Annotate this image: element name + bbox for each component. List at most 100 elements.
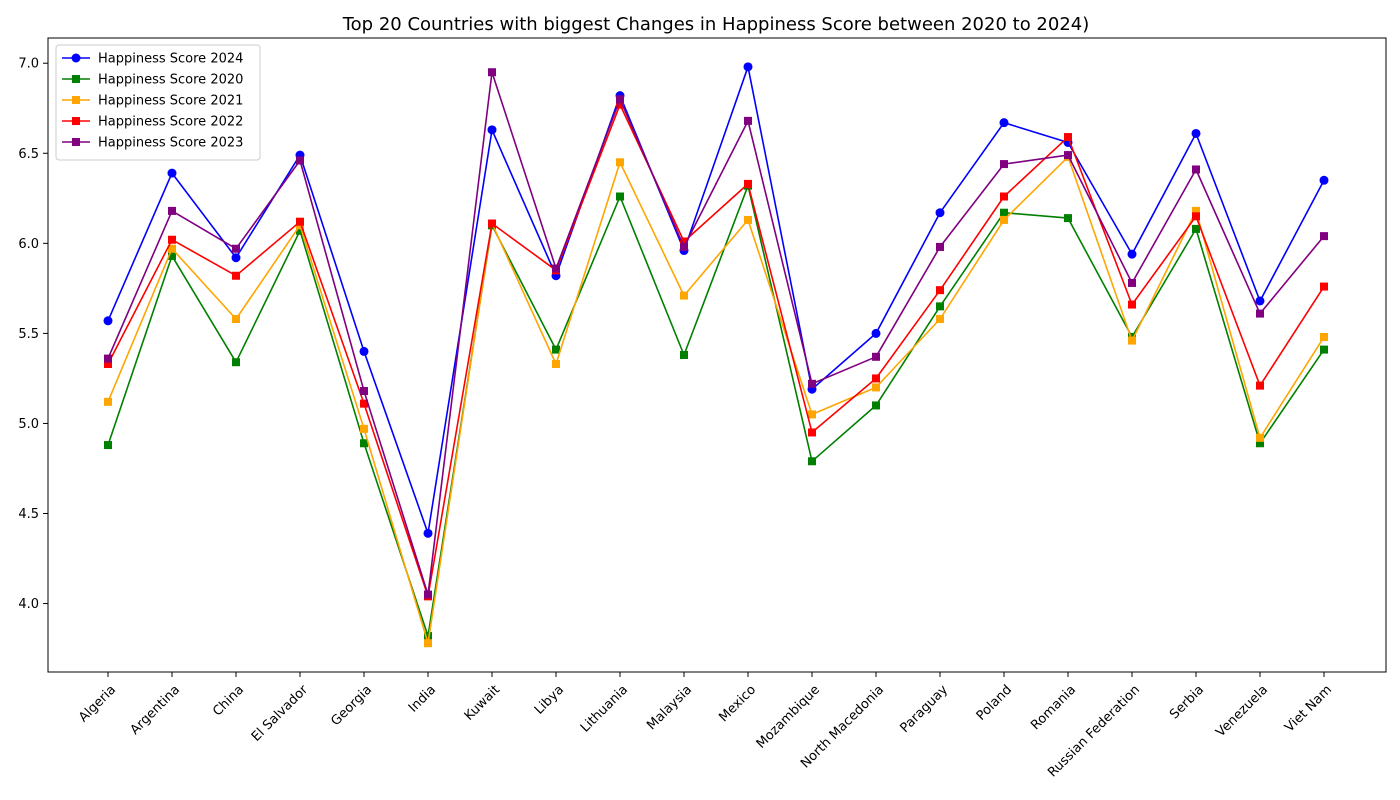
x-tick-label: Malaysia [644,682,695,733]
series-happiness-score-2023 [104,68,1328,599]
data-point [1064,214,1072,223]
data-point [424,639,432,648]
x-tick-label: Romania [1028,682,1079,733]
legend-marker [72,96,80,104]
y-tick-label: 6.0 [18,237,39,252]
legend-label: Happiness Score 2021 [98,94,243,109]
data-point [1192,206,1200,215]
data-point [1000,215,1008,224]
data-point [232,358,240,367]
legend-label: Happiness Score 2024 [98,52,243,67]
data-point [680,242,688,251]
x-tick-label: Mozambique [754,682,823,751]
chart-title: Top 20 Countries with biggest Changes in… [342,14,1090,35]
legend-item: Happiness Score 2021 [62,94,243,109]
series-line [107,156,1325,645]
data-point [104,397,112,406]
data-point [232,271,240,280]
data-point [168,251,176,260]
plot-area [47,37,1387,673]
data-point [552,264,560,273]
x-axis: Algeria Argentina China El Salvador Georgia I… [76,672,1335,780]
y-tick-label: 4.0 [18,597,39,612]
data-point [488,219,496,228]
data-point [808,410,816,419]
y-tick-label: 5.5 [18,327,39,342]
x-tick-label: Mexico [716,682,759,725]
data-point [680,351,688,359]
x-tick-label: Lithuania [578,682,631,735]
data-point [1064,133,1072,142]
legend-marker [72,138,80,146]
x-tick-label: Venezuela [1213,682,1271,740]
data-point [936,314,944,323]
data-point [1191,128,1201,138]
data-point [296,217,304,226]
data-point [232,244,240,253]
x-tick-label: El Salvador [249,682,312,745]
data-point [935,208,945,218]
data-point [1128,300,1136,309]
data-point [552,345,560,354]
data-point [1320,232,1328,241]
y-tick-label: 6.5 [18,147,39,162]
data-point [104,441,112,450]
data-point [168,244,176,253]
legend-marker [72,117,80,125]
data-point [1127,249,1137,259]
data-point [872,383,880,392]
data-point [744,116,752,125]
y-axis: 4.0 4.5 5.0 5.5 6.0 6.5 7.0 [18,57,48,612]
x-tick-label: China [210,682,247,719]
data-point [1256,309,1264,318]
data-point [104,360,112,369]
series-happiness-score-2020 [104,181,1328,640]
data-point [616,192,624,201]
data-point [360,439,368,448]
legend-marker [71,53,81,63]
data-point [168,206,176,215]
data-point [616,95,624,104]
data-point [999,118,1009,128]
legend-label: Happiness Score 2022 [98,115,243,130]
x-tick-label: Kuwait [462,682,503,723]
x-tick-label: Georgia [328,682,375,729]
series-line [107,66,1325,535]
x-tick-label: India [406,682,439,715]
data-point [424,590,432,599]
x-tick-label: Paraguay [898,682,952,736]
data-point [1255,296,1265,306]
data-point [872,401,880,410]
data-point [231,253,241,263]
series-line [107,103,1325,598]
legend: Happiness Score 2024 Happiness Score 2020… [55,44,261,161]
x-tick-label: Serbia [1167,682,1207,722]
y-tick-label: 4.5 [18,507,39,522]
data-point [1256,439,1264,448]
data-point [360,387,368,396]
data-point [1000,160,1008,169]
data-point [616,158,624,167]
data-point [1192,224,1200,233]
data-point [871,328,881,338]
data-point [744,179,752,188]
data-point [744,215,752,224]
data-point [1320,332,1328,341]
legend-label: Happiness Score 2020 [98,73,243,88]
x-tick-label: Algeria [76,682,119,725]
data-point [680,291,688,300]
legend-item: Happiness Score 2023 [62,136,243,151]
data-point [936,242,944,251]
legend-item: Happiness Score 2022 [62,115,243,130]
data-point [424,631,432,640]
data-point [360,424,368,433]
series-happiness-score-2021 [104,152,1328,648]
data-point [552,360,560,369]
data-point [103,316,113,326]
data-point [296,226,304,235]
x-tick-label: Poland [974,682,1015,723]
data-point [872,374,880,383]
data-point [936,286,944,295]
data-point [680,237,688,246]
